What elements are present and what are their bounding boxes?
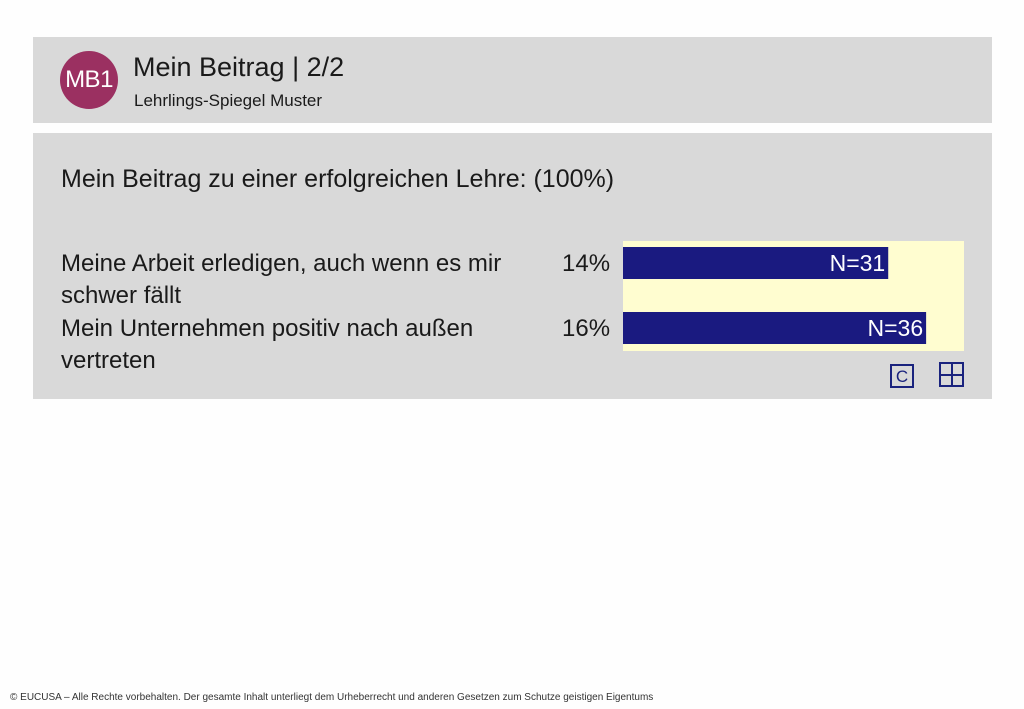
section-badge: MB1 [60, 51, 118, 109]
row-label-2: Mein Unternehmen positiv nach außen vert… [61, 315, 474, 374]
row-percent-2: 16% [562, 315, 611, 342]
bar-n-label-1: N=31 [830, 250, 886, 276]
row-percent-1: 14% [562, 250, 611, 277]
page-subtitle: Lehrlings-Spiegel Muster [134, 91, 323, 110]
question-title: Mein Beitrag zu einer erfolgreichen Lehr… [61, 165, 615, 193]
bar-n-label-2: N=36 [867, 315, 923, 341]
c-icon-label: C [895, 366, 909, 386]
bar-chart: N=31 N=36 [623, 241, 964, 351]
row-label-1: Meine Arbeit erledigen, auch wenn es mir… [61, 250, 502, 309]
bar-2 [623, 312, 927, 344]
header-panel [33, 37, 992, 123]
page-title: Mein Beitrag | 2/2 [133, 52, 345, 82]
copyright-footer: © EUCUSA – Alle Rechte vorbehalten. Der … [10, 692, 654, 703]
c-icon[interactable]: C [890, 364, 914, 388]
bar-1 [623, 247, 889, 279]
grid-icon[interactable] [939, 362, 964, 387]
